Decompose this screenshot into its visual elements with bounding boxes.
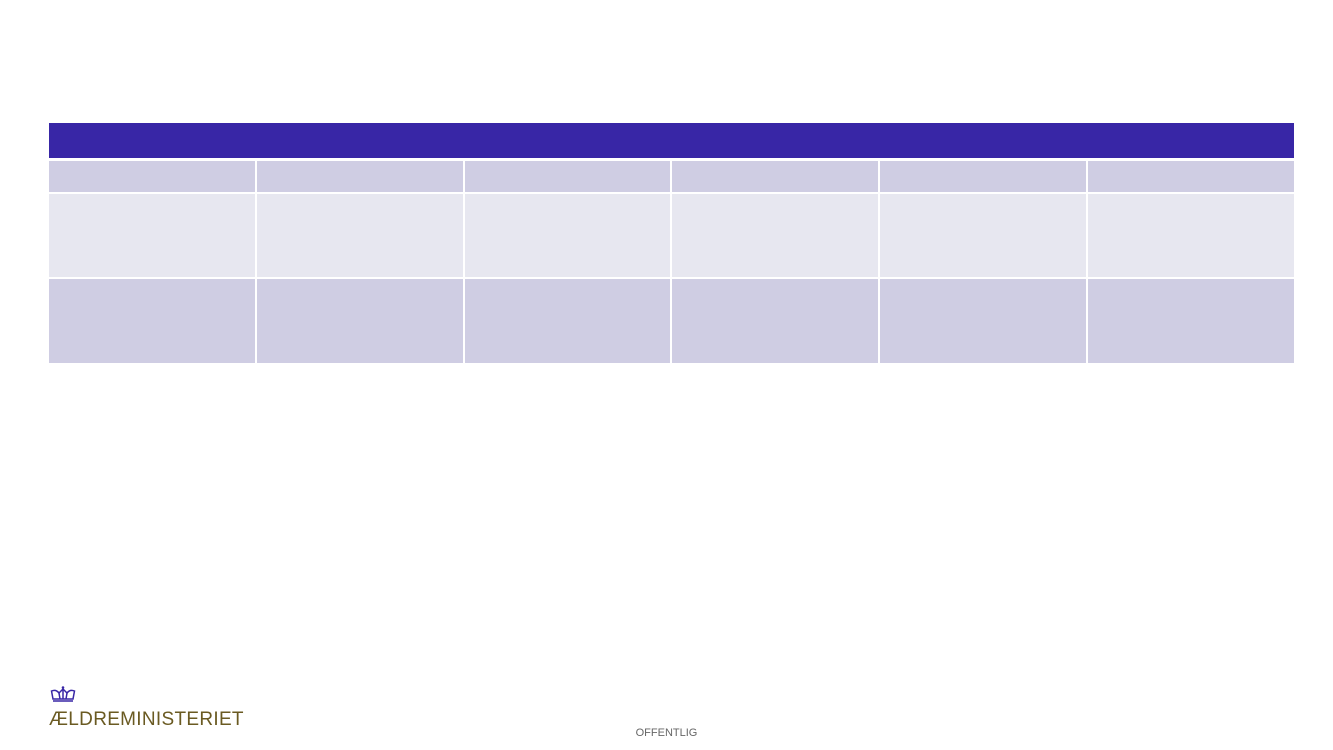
table-cell (672, 194, 879, 277)
table-header-bar (49, 123, 1294, 158)
table-cell (256, 194, 463, 277)
table-cell (464, 161, 671, 192)
table-cell (672, 279, 879, 363)
table-cell (256, 279, 463, 363)
table-cell (49, 161, 255, 192)
ministry-logo: ÆLDREMINISTERIET (49, 686, 244, 731)
table-cell (880, 194, 1087, 277)
table-row (49, 279, 1294, 363)
table-cell (1088, 194, 1294, 277)
table-cell (464, 279, 671, 363)
table-cell (1088, 161, 1294, 192)
table-cell (880, 161, 1087, 192)
table-cell (49, 279, 255, 363)
table-cell (672, 161, 879, 192)
table-cell (1088, 279, 1294, 363)
logo-text: ÆLDREMINISTERIET (49, 709, 244, 730)
table-row (49, 161, 1294, 192)
slide-table (49, 123, 1294, 365)
crown-icon (50, 686, 76, 702)
table-row (49, 194, 1294, 277)
table-cell (256, 161, 463, 192)
table-cell (49, 194, 255, 277)
classification-label: OFFENTLIG (635, 727, 698, 739)
table-cell (880, 279, 1087, 363)
table-cell (464, 194, 671, 277)
